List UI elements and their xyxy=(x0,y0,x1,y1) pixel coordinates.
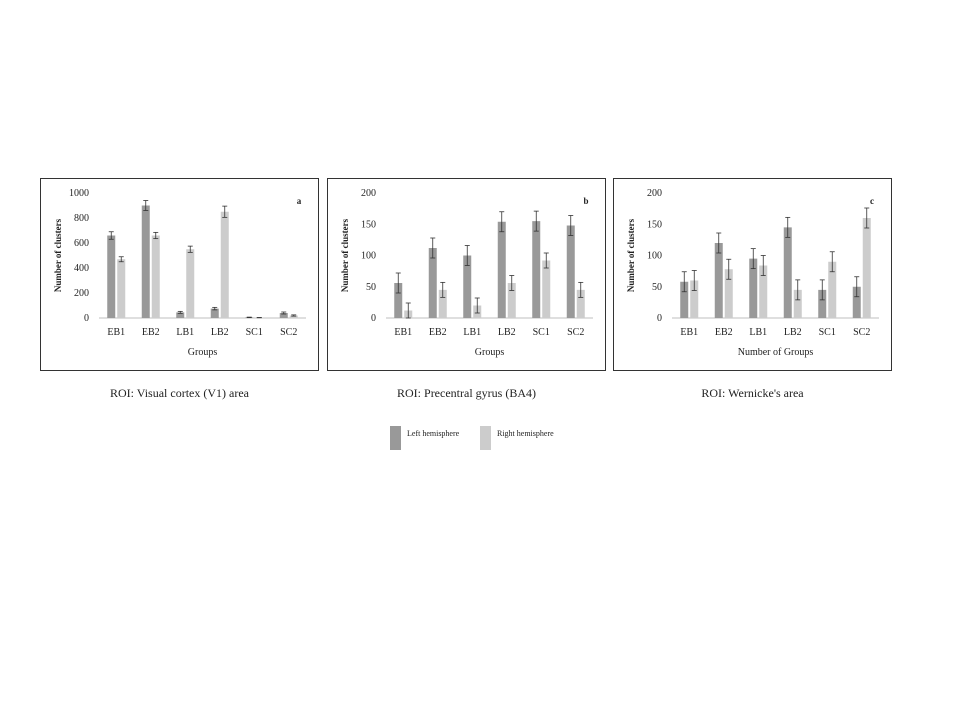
bar-right-lb2 xyxy=(220,211,229,318)
chart-panel-a: 0 200 400 600 800 1000 Number of clusters Group… xyxy=(40,178,319,371)
bar-left-lb2 xyxy=(210,308,219,318)
bar-left-lb1 xyxy=(749,258,758,318)
panel-letter: a xyxy=(297,196,302,206)
x-tick-label: EB2 xyxy=(429,327,447,338)
chart-panel-c: 0 50 100 150 200 Number of clusters Number of … xyxy=(613,178,892,371)
bar-left-lb2 xyxy=(497,221,506,318)
bar-left-sc2 xyxy=(852,286,861,318)
x-tick-label: SC2 xyxy=(280,327,297,338)
bar-left-lb1 xyxy=(463,255,472,318)
bar-right-lb2 xyxy=(793,289,802,318)
legend-label-left: Left hemisphere xyxy=(407,429,460,438)
x-axis-label: Groups xyxy=(188,347,218,358)
bar-left-eb1 xyxy=(107,235,116,318)
x-tick-label: SC1 xyxy=(246,327,263,338)
caption-c: ROI: Wernicke's area xyxy=(701,386,804,400)
x-axis-label: Groups xyxy=(475,347,505,358)
bar-left-eb1 xyxy=(394,283,403,318)
chart-svg-b: 0 50 100 150 200 Number of clusters Groups b EB1… xyxy=(340,188,593,358)
bar-left-eb1 xyxy=(680,281,689,318)
legend-swatch-right xyxy=(480,426,491,450)
chart-panel-b: 0 50 100 150 200 Number of clusters Groups b EB1… xyxy=(327,178,606,371)
x-tick-label: LB1 xyxy=(749,327,767,338)
y-tick-label: 1000 xyxy=(69,188,89,199)
bar-right-lb1 xyxy=(759,265,768,318)
y-tick-label: 50 xyxy=(652,282,662,293)
legend-swatch-left xyxy=(390,426,401,450)
bar-right-lb2 xyxy=(507,283,516,318)
bar-left-lb2 xyxy=(783,227,792,318)
bar-right-eb2 xyxy=(151,235,160,318)
bar-right-eb1 xyxy=(117,259,126,318)
bar-left-eb2 xyxy=(141,205,150,318)
bar-left-sc2 xyxy=(566,225,575,318)
y-tick-label: 200 xyxy=(647,188,662,199)
bar-right-sc1 xyxy=(542,260,551,318)
bar-left-sc2 xyxy=(279,313,288,318)
y-tick-label: 200 xyxy=(74,288,89,299)
x-tick-label: LB2 xyxy=(784,327,802,338)
x-tick-label: EB2 xyxy=(715,327,733,338)
y-tick-label: 200 xyxy=(361,188,376,199)
x-tick-label: LB1 xyxy=(176,327,194,338)
x-tick-label: SC2 xyxy=(567,327,584,338)
x-tick-label: SC1 xyxy=(819,327,836,338)
caption-b: ROI: Precentral gyrus (BA4) xyxy=(397,386,536,400)
panel-letter: b xyxy=(583,196,588,206)
y-tick-label: 150 xyxy=(647,219,662,230)
x-axis-label: Number of Groups xyxy=(738,347,814,358)
y-tick-label: 150 xyxy=(361,219,376,230)
chart-svg-c: 0 50 100 150 200 Number of clusters Number of … xyxy=(626,188,879,358)
x-tick-label: LB2 xyxy=(498,327,516,338)
y-tick-label: 100 xyxy=(647,251,662,262)
x-tick-label: EB1 xyxy=(107,327,125,338)
y-tick-label: 100 xyxy=(361,251,376,262)
bar-left-lb1 xyxy=(176,312,185,318)
bar-right-sc2 xyxy=(576,289,585,318)
bar-left-sc1 xyxy=(818,289,827,318)
y-tick-label: 0 xyxy=(371,313,376,324)
x-tick-label: EB2 xyxy=(142,327,160,338)
y-axis-label: Number of clusters xyxy=(53,218,63,292)
y-tick-label: 600 xyxy=(74,238,89,249)
y-tick-label: 400 xyxy=(74,263,89,274)
x-tick-label: SC2 xyxy=(853,327,870,338)
x-tick-label: LB2 xyxy=(211,327,229,338)
y-axis-label: Number of clusters xyxy=(340,218,350,292)
bar-right-sc1 xyxy=(828,261,837,318)
bar-right-lb1 xyxy=(186,249,195,318)
x-tick-label: LB1 xyxy=(463,327,481,338)
bar-left-sc1 xyxy=(532,221,541,318)
bar-right-eb1 xyxy=(690,280,699,318)
caption-a: ROI: Visual cortex (V1) area xyxy=(109,386,249,400)
x-tick-label: EB1 xyxy=(394,327,412,338)
bar-right-sc2 xyxy=(289,315,298,318)
x-tick-label: EB1 xyxy=(680,327,698,338)
y-tick-label: 50 xyxy=(366,282,376,293)
bar-right-eb2 xyxy=(724,269,733,318)
y-axis-label: Number of clusters xyxy=(626,218,636,292)
x-tick-label: SC1 xyxy=(533,327,550,338)
bar-right-sc2 xyxy=(862,218,871,318)
bar-left-eb2 xyxy=(714,243,723,318)
y-tick-label: 0 xyxy=(657,313,662,324)
chart-svg-a: 0 200 400 600 800 1000 Number of clusters Group… xyxy=(53,188,306,358)
y-tick-label: 0 xyxy=(84,313,89,324)
y-tick-label: 800 xyxy=(74,213,89,224)
bar-right-eb2 xyxy=(438,289,447,318)
bar-left-eb2 xyxy=(428,248,437,318)
legend-label-right: Right hemisphere xyxy=(497,429,554,438)
panel-letter: c xyxy=(870,196,874,206)
